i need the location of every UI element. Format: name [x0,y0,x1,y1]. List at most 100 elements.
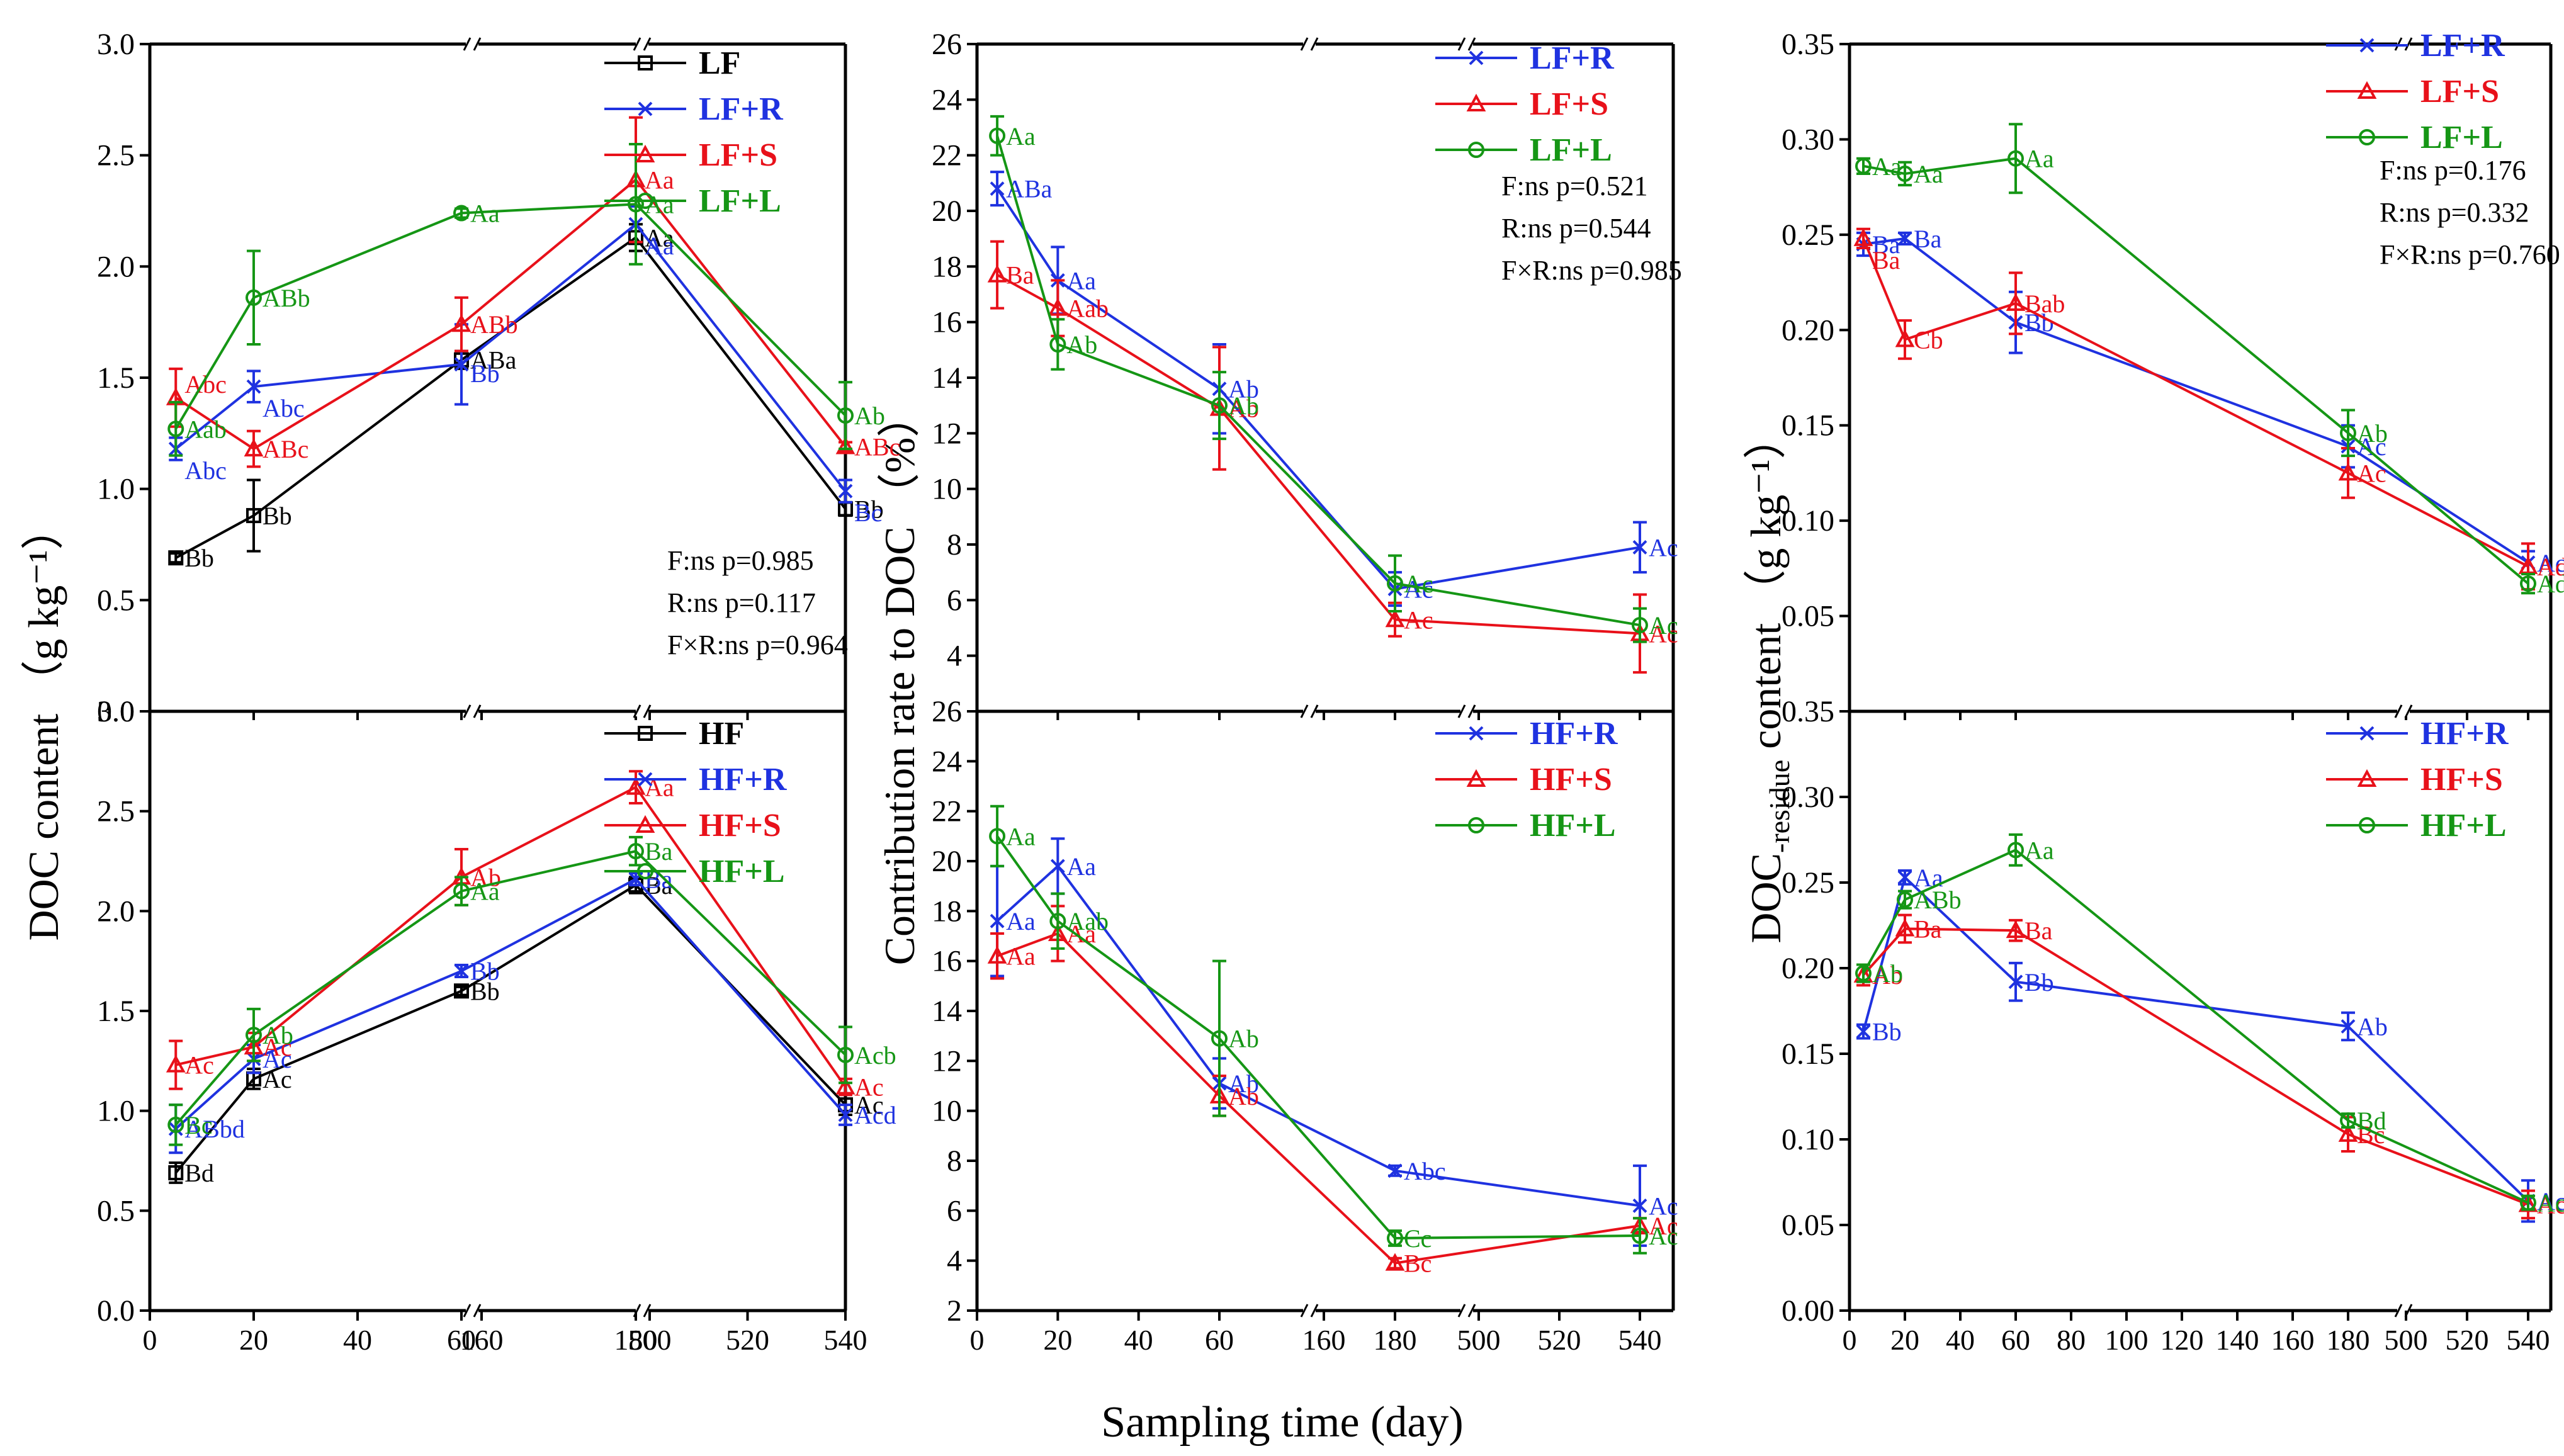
significance-label: Bc [184,1111,212,1139]
legend-marker [2359,817,2375,833]
axis-break-mark [1310,1304,1319,1318]
significance-label: Ba [1914,915,1942,943]
x-tick-label: 0 [143,1324,157,1356]
legend-entry: HF+R [699,762,788,798]
legend-marker [638,726,653,741]
legend-marker [635,815,655,833]
x-tick-label: 520 [1538,1324,1581,1356]
significance-label: Ab [1872,961,1903,990]
y-tick-label: 3.0 [97,695,135,728]
significance-label: Aa [1914,864,1943,892]
significance-label: Abc [184,370,227,398]
significance-label: Ac [1649,1222,1678,1250]
data-point-marker [838,483,853,499]
series-hf-plus-r: Aa Aa Ab Abc Ac [990,837,1678,1247]
significance-label: Aa [470,878,500,906]
significance-label: Ab [1228,1069,1259,1098]
significance-label: Ac [2537,1187,2564,1216]
data-point-marker [1211,397,1228,414]
significance-label: Ac [854,1073,884,1102]
data-point-marker [453,883,470,900]
axis-break-mark [643,37,652,51]
y-tick-label: 12 [932,417,962,450]
significance-label: Ac [263,1065,292,1093]
legend-entry: LF+R [699,91,784,127]
y-tick-label: 2.5 [97,795,135,828]
data-point-marker [989,828,1006,845]
legend-marker [638,101,653,116]
y-tick-label: 0.35 [1782,695,1834,728]
legend-marker [1469,50,1484,65]
y-tick-label: 14 [932,361,962,395]
data-point-marker [1897,165,1913,182]
axis-break-mark [1300,704,1309,718]
x-tick-label: 80 [2057,1324,2086,1356]
significance-label: Aa [1066,852,1096,881]
x-tick-label: 140 [2216,1324,2259,1356]
x-tick-label: 180 [614,1324,658,1356]
significance-label: Ac [2537,549,2564,577]
significance-label: Ad [2537,553,2564,581]
significance-label: Aa [1006,122,1036,150]
significance-label: Aa [2025,145,2054,173]
significance-label: Ac [263,1045,292,1073]
significance-label: Aa [1872,152,1902,181]
x-tick-label: 500 [2385,1324,2428,1356]
stats-annotation: R:ns p=0.544 [1501,213,1651,244]
data-point-marker [454,983,469,999]
y-tick-label: 2.0 [97,894,135,928]
panel-f: 0.00 0.05 0.10 0.15 0.20 0.25 0.30 0.35 0 20 40 60 8… [1782,695,2564,1356]
series-line [997,932,1641,1265]
series-line [1862,875,2529,1202]
series-lf-plus-s: Abc ABc ABb Aa ABc [166,116,900,468]
stats-annotation: F×R:ns p=0.760 [2380,239,2560,270]
y-tick-label: 2.0 [97,250,135,283]
significance-label: Ab [1228,375,1259,404]
legend-entry: HF+L [2420,808,2507,844]
data-point-marker [246,379,261,394]
data-point-marker [1897,231,1912,246]
data-point-marker [2006,293,2026,311]
significance-label: Ac [1649,1192,1678,1220]
data-point-marker [2008,150,2024,167]
data-point-marker [626,777,646,795]
significance-label: Aa [2025,836,2054,864]
significance-label: Ac [2357,432,2386,461]
y-tick-label: 16 [932,306,962,339]
y-tick-label: 22 [932,139,962,172]
axis-break-mark [633,37,641,51]
significance-label: Aa [1066,920,1096,948]
significance-label: Ac [1649,533,1678,562]
data-point-marker [1853,228,1873,246]
data-point-marker [1855,965,1872,982]
stats-annotation: F:ns p=0.521 [1501,171,1648,201]
legend-entry: LF+S [1530,86,1608,122]
significance-label: Ba [1872,246,1900,274]
stats-annotation: F×R:ns p=0.985 [1501,255,1682,286]
axis-break-mark [2404,37,2413,51]
significance-label: Bc [854,499,882,527]
y-tick-label: 12 [932,1044,962,1078]
stats-annotation: F×R:ns p=0.964 [667,629,848,660]
data-point-marker [1897,891,1913,908]
significance-label: Bb [184,544,214,572]
significance-label: Ac [1649,619,1678,648]
legend: HF+R HF+S HF+L [2326,716,2509,844]
stats-annotation: R:ns p=0.332 [2380,197,2529,228]
data-point-marker [246,508,261,524]
y-tick-label: 0.15 [1782,409,1834,443]
data-point-marker [244,438,264,457]
series-hf-plus-r: ABbd Ac Bb Ba Acd [168,866,896,1154]
data-point-marker [2006,920,2026,939]
data-point-marker [2341,1019,2356,1034]
data-point-marker [837,1046,854,1063]
y-tick-label: 24 [932,83,962,116]
y-tick-label: 6 [947,584,962,617]
data-point-marker [1211,1030,1228,1047]
significance-label: Ba [645,866,673,894]
